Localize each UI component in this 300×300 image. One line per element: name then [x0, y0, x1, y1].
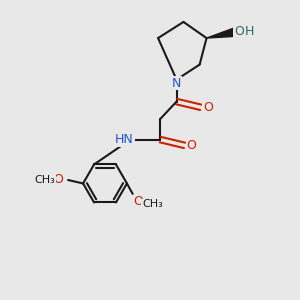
Polygon shape [206, 28, 235, 38]
Text: O: O [133, 195, 143, 208]
Text: O: O [203, 101, 213, 114]
Text: H: H [244, 25, 254, 38]
Text: O: O [53, 173, 63, 187]
Text: O: O [187, 139, 196, 152]
Text: CH₃: CH₃ [34, 175, 56, 185]
Text: O: O [234, 25, 244, 38]
Text: CH₃: CH₃ [142, 199, 163, 209]
Text: N: N [172, 76, 181, 90]
Text: HN: HN [115, 133, 134, 146]
